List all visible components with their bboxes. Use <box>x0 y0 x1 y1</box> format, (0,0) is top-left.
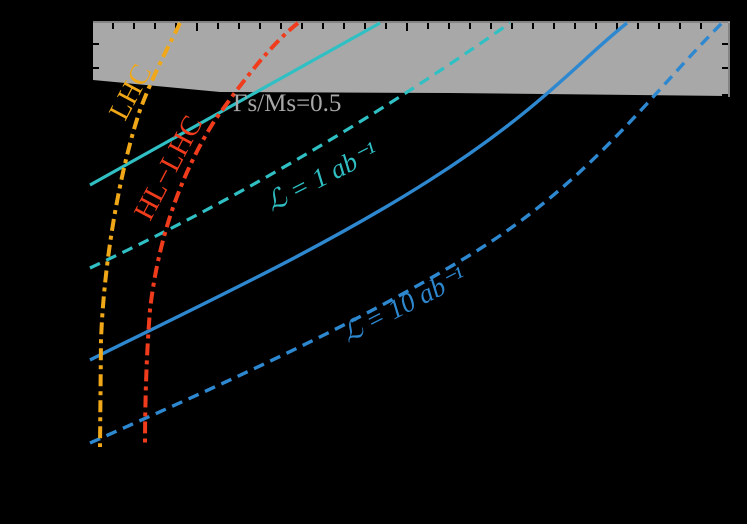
label-width-rest: s/Ms=0.5 <box>247 90 341 117</box>
series-lumi1-solid <box>89 21 381 187</box>
top-axis-ticks <box>112 23 702 31</box>
series-lumi1-dashed <box>89 21 511 270</box>
series-lumi10-solid <box>89 21 629 362</box>
label-lumi10: ℒ = 10 ab⁻¹ <box>337 261 470 349</box>
excluded-region <box>93 23 728 96</box>
series-lhc <box>98 22 182 448</box>
series-hllhc <box>143 21 300 448</box>
label-width-gamma: Γ <box>233 90 247 117</box>
side-axis-ticks <box>93 43 728 96</box>
label-width-ratio: Γs/Ms=0.5 <box>233 90 341 117</box>
label-lumi1: ℒ = 1 ab⁻¹ <box>261 136 382 218</box>
label-hllhc: HL−LHC <box>128 110 209 225</box>
series-lumi10-dashed <box>89 21 724 445</box>
